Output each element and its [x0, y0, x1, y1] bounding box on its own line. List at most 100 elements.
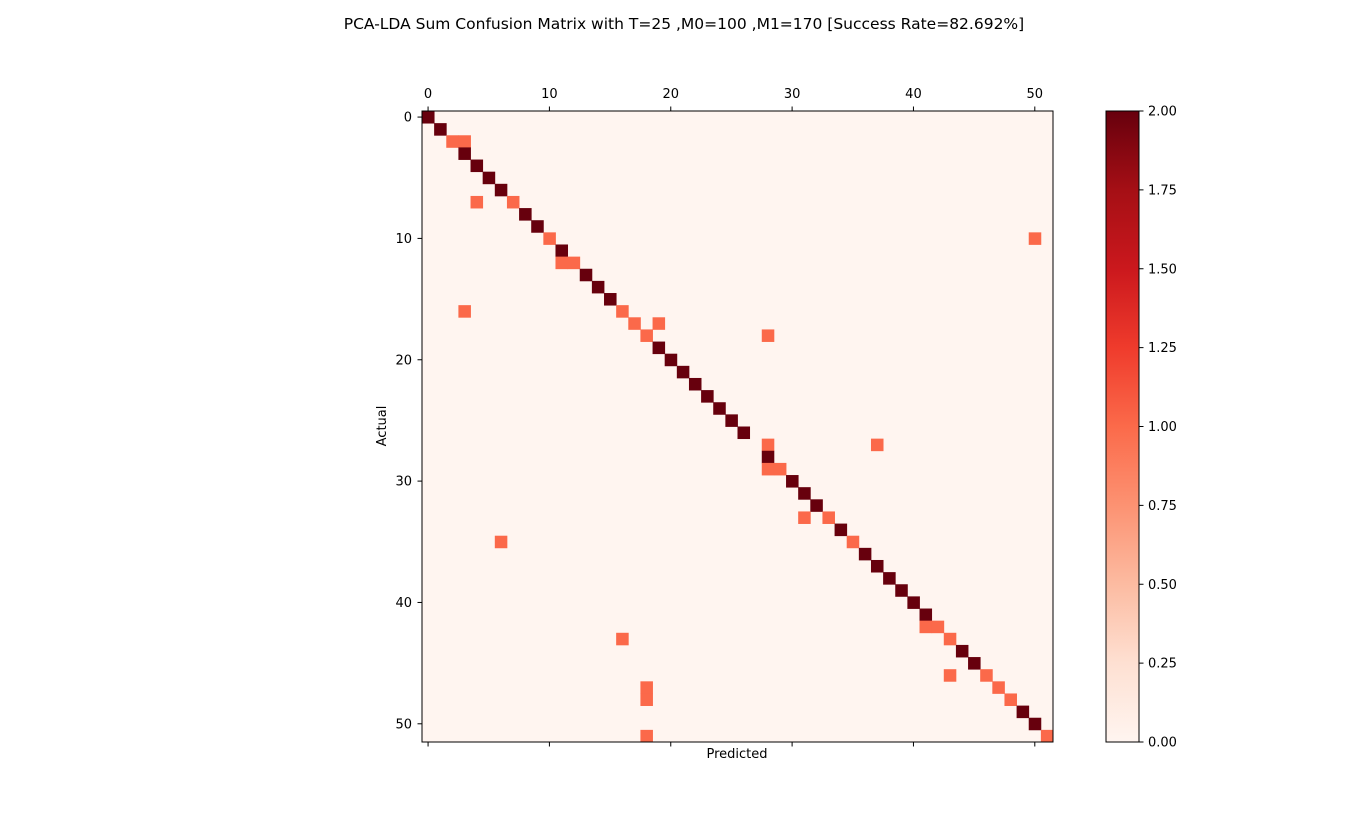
heatmap-cell: [640, 729, 653, 743]
x-tick-label: 10: [541, 87, 558, 102]
heatmap-cell: [713, 402, 726, 415]
heatmap-cell: [676, 365, 690, 379]
x-tick-label: 40: [905, 87, 922, 102]
heatmap-cell: [652, 341, 666, 355]
heatmap-cell: [737, 426, 751, 440]
heatmap-cell: [725, 414, 738, 427]
heatmap-cell: [531, 220, 544, 233]
colorbar-tick-label: 1.25: [1148, 341, 1177, 356]
heatmap-cell: [943, 632, 957, 646]
x-tick-label: 20: [662, 87, 679, 102]
x-axis-ticks: 0 10 20 30 40 50: [424, 87, 1043, 747]
heatmap-cell: [579, 268, 593, 282]
heatmap-cell: [470, 195, 484, 209]
heatmap-cell: [761, 462, 775, 476]
heatmap-cell: [555, 256, 569, 270]
heatmap-cell: [494, 183, 508, 197]
heatmap-cell: [931, 620, 945, 634]
colorbar-gradient: [1105, 110, 1140, 743]
heatmap-cell: [870, 438, 884, 452]
heatmap-cell: [640, 329, 653, 342]
heatmap-cell: [458, 135, 471, 148]
heatmap-cell: [458, 305, 471, 318]
heatmap-cell: [422, 111, 435, 124]
heatmap-cell: [616, 632, 629, 646]
heatmap-cell: [446, 135, 459, 148]
heatmap-cell: [943, 669, 957, 682]
heatmap-cell: [616, 305, 629, 318]
heatmap-cell: [604, 293, 617, 306]
heatmap-cell: [919, 608, 933, 622]
heatmap-cell: [1016, 705, 1030, 719]
heatmap-cells: [422, 111, 1054, 743]
heatmap-cell: [494, 535, 508, 549]
colorbar-tick-label: 0.00: [1148, 736, 1177, 751]
chart-title: PCA-LDA Sum Confusion Matrix with T=25 ,…: [344, 15, 1024, 33]
heatmap-plot-area: [421, 110, 1054, 743]
heatmap-cell: [846, 535, 860, 549]
heatmap-cell: [761, 329, 775, 342]
heatmap-cell: [458, 147, 471, 160]
y-tick-label: 10: [395, 232, 412, 247]
heatmap-cell: [810, 499, 823, 512]
heatmap-cell: [798, 511, 811, 524]
heatmap-cell: [1040, 729, 1054, 743]
colorbar-tick-label: 1.75: [1148, 183, 1177, 198]
heatmap-cell: [470, 159, 484, 173]
heatmap-cell: [555, 244, 569, 258]
heatmap-cell: [870, 559, 884, 573]
colorbar-tick-label: 0.75: [1148, 499, 1177, 514]
y-tick-label: 40: [395, 596, 412, 611]
colorbar-tick-label: 1.00: [1148, 420, 1177, 435]
colorbar: 0.00 0.25 0.50 0.75 1.00 1.25 1.50 1.75 2.00: [1105, 105, 1177, 751]
heatmap-cell: [955, 644, 969, 658]
heatmap-cell: [822, 511, 835, 524]
heatmap-cell: [992, 681, 1005, 694]
heatmap-cell: [652, 317, 666, 330]
heatmap-cell: [640, 681, 653, 694]
heatmap-cell: [688, 377, 702, 391]
heatmap-cell: [591, 280, 605, 294]
heatmap-cell: [858, 547, 872, 561]
y-tick-label: 0: [404, 111, 412, 126]
heatmap-cell: [567, 256, 581, 270]
x-tick-label: 50: [1027, 87, 1044, 102]
heatmap-cell: [1028, 232, 1042, 245]
heatmap-cell: [701, 390, 714, 403]
y-tick-label: 30: [395, 475, 412, 490]
colorbar-tick-label: 2.00: [1148, 105, 1177, 120]
heatmap-cell: [883, 572, 896, 585]
heatmap-frame: [421, 110, 1054, 743]
x-tick-label: 30: [784, 87, 801, 102]
heatmap-cell: [798, 487, 811, 500]
heatmap-cell: [543, 232, 556, 245]
heatmap-cell: [506, 195, 520, 209]
y-tick-label: 20: [395, 353, 412, 368]
heatmap-cell: [895, 584, 908, 597]
heatmap-cell: [761, 450, 775, 464]
heatmap-cell: [1028, 717, 1042, 731]
heatmap-cell: [907, 596, 920, 609]
heatmap-cell: [919, 620, 933, 634]
y-axis-ticks: 0 10 20 30 40 50: [395, 111, 422, 732]
heatmap-cell: [786, 475, 799, 488]
heatmap-cell: [773, 462, 787, 476]
x-tick-label: 0: [424, 87, 432, 102]
y-tick-label: 50: [395, 717, 412, 732]
heatmap-cell: [968, 657, 981, 670]
y-axis-label: Actual: [375, 406, 390, 447]
colorbar-tick-label: 1.50: [1148, 262, 1177, 277]
heatmap-cell: [1004, 693, 1017, 706]
heatmap-cell: [628, 317, 641, 330]
colorbar-tick-label: 0.25: [1148, 657, 1177, 672]
heatmap-cell: [482, 171, 496, 185]
x-axis-label: Predicted: [706, 747, 767, 762]
colorbar-ticks: 0.00 0.25 0.50 0.75 1.00 1.25 1.50 1.75 2.00: [1139, 105, 1177, 751]
heatmap-cell: [761, 438, 775, 452]
heatmap-cell: [434, 123, 447, 136]
heatmap-cell: [640, 693, 653, 706]
colorbar-tick-label: 0.50: [1148, 578, 1177, 593]
heatmap-cell: [519, 208, 532, 221]
heatmap-cell: [980, 669, 993, 682]
